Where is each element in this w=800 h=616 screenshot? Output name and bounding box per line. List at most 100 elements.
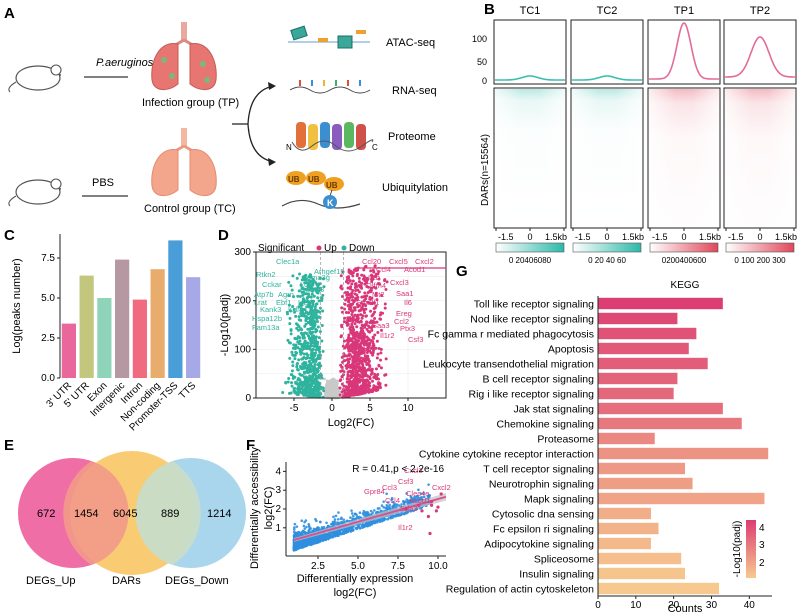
d-point-up bbox=[340, 365, 344, 369]
d-point-down bbox=[310, 292, 314, 296]
f-point bbox=[319, 520, 322, 524]
d-point-up bbox=[345, 385, 349, 389]
d-point-up bbox=[369, 290, 373, 294]
f-point bbox=[296, 533, 300, 536]
d-point-down bbox=[312, 344, 316, 348]
f-point bbox=[332, 515, 335, 519]
f-xtick-label: 5.0 bbox=[351, 561, 365, 572]
f-point bbox=[402, 500, 406, 504]
d-gene-label-up: Acod1 bbox=[404, 265, 425, 274]
d-point-up bbox=[340, 306, 344, 310]
d-point-down bbox=[305, 311, 309, 315]
d-point-up bbox=[352, 382, 356, 386]
control-lung-icon bbox=[151, 128, 217, 196]
d-point-ns bbox=[330, 378, 334, 381]
d-point-up bbox=[351, 315, 355, 319]
d-point-down bbox=[313, 308, 317, 312]
g-legend-title: -Log10(padj) bbox=[732, 521, 743, 578]
d-point-down bbox=[315, 320, 319, 324]
d-point-up bbox=[360, 351, 364, 355]
d-point-ns bbox=[328, 382, 331, 386]
d-point-down bbox=[294, 345, 298, 349]
c-xtick-label: TTS bbox=[177, 380, 198, 401]
f-point bbox=[351, 514, 355, 518]
f-point bbox=[409, 495, 413, 499]
f-point bbox=[293, 522, 297, 526]
d-legend-down: Down bbox=[349, 243, 375, 254]
d-point-up bbox=[364, 314, 368, 318]
d-point-up bbox=[360, 323, 364, 327]
assay-ubiquitylation-label: Ubiquitylation bbox=[382, 182, 448, 194]
d-point-up bbox=[356, 316, 360, 320]
ub-tag: UB bbox=[288, 175, 300, 184]
d-point-down bbox=[295, 326, 299, 330]
d-point-up bbox=[360, 273, 364, 277]
f-point bbox=[378, 520, 382, 524]
d-point-up bbox=[346, 318, 350, 322]
d-point-up bbox=[366, 379, 370, 383]
d-point-down bbox=[295, 382, 299, 386]
d-point-up bbox=[343, 316, 347, 320]
g-xlabel: Counts bbox=[668, 603, 703, 615]
d-point-up bbox=[367, 387, 371, 391]
d-point-down bbox=[301, 287, 305, 291]
d-gene-label-up: Cxcl2 bbox=[415, 257, 434, 266]
d-point-up bbox=[367, 367, 371, 371]
d-point-down bbox=[312, 313, 316, 317]
f-point bbox=[315, 539, 319, 542]
d-point-up bbox=[361, 381, 365, 385]
f-point bbox=[369, 521, 372, 525]
f-point bbox=[378, 507, 381, 510]
d-legend-down-marker bbox=[341, 245, 347, 251]
f-point bbox=[346, 526, 350, 530]
d-point-up bbox=[363, 291, 367, 295]
d-point-up bbox=[373, 275, 377, 279]
f-point bbox=[362, 509, 366, 513]
d-point-up bbox=[372, 270, 376, 274]
g-category-label: Chemokine signaling bbox=[497, 419, 595, 431]
c-bar-5 bbox=[150, 269, 165, 378]
f-point bbox=[312, 542, 315, 545]
heatmap-xtick-label: 0 bbox=[604, 232, 609, 242]
lysine-k-label: K bbox=[327, 198, 334, 208]
d-point-up bbox=[338, 379, 342, 383]
d-point-down bbox=[312, 365, 316, 369]
d-point-down bbox=[298, 339, 302, 343]
g-colorbar bbox=[746, 520, 756, 578]
d-point-down bbox=[312, 368, 316, 372]
d-point-up bbox=[354, 366, 358, 370]
d-point-down bbox=[312, 334, 316, 338]
d-point-down bbox=[304, 322, 308, 326]
f-point bbox=[302, 524, 306, 528]
d-point-up bbox=[342, 370, 346, 374]
f-point bbox=[408, 499, 412, 502]
d-gene-label-up: Saa1 bbox=[396, 289, 414, 298]
d-point-up bbox=[364, 360, 368, 364]
d-point-up bbox=[353, 355, 357, 359]
d-point-down bbox=[307, 278, 311, 282]
d-point-down bbox=[293, 310, 297, 314]
d-point-down bbox=[315, 317, 319, 321]
heatmap-xtick-label: -1.5 bbox=[652, 232, 668, 242]
d-point-down bbox=[314, 302, 318, 306]
d-point-down bbox=[293, 386, 297, 390]
f-highlight-label: Ccl4 bbox=[385, 496, 400, 505]
d-point-down bbox=[289, 332, 293, 336]
d-point-down bbox=[311, 372, 315, 376]
g-bar-1 bbox=[598, 312, 678, 325]
f-xlabel: log2(FC) bbox=[334, 587, 377, 599]
d-point-down bbox=[289, 328, 293, 332]
heatmap-xtick-label: 1.5kb bbox=[545, 232, 567, 242]
f-point bbox=[295, 525, 299, 528]
f-point bbox=[413, 497, 417, 501]
g-bar-11 bbox=[598, 462, 685, 475]
d-point-ns bbox=[325, 380, 329, 384]
d-point-up bbox=[349, 325, 353, 329]
d-point-down bbox=[320, 376, 324, 380]
d-point-down bbox=[302, 370, 306, 374]
heatmap-fade bbox=[572, 89, 642, 227]
d-point-up bbox=[347, 335, 351, 339]
d-point-up bbox=[356, 345, 360, 349]
d-point-up bbox=[361, 359, 365, 363]
d-point-down bbox=[296, 378, 300, 382]
